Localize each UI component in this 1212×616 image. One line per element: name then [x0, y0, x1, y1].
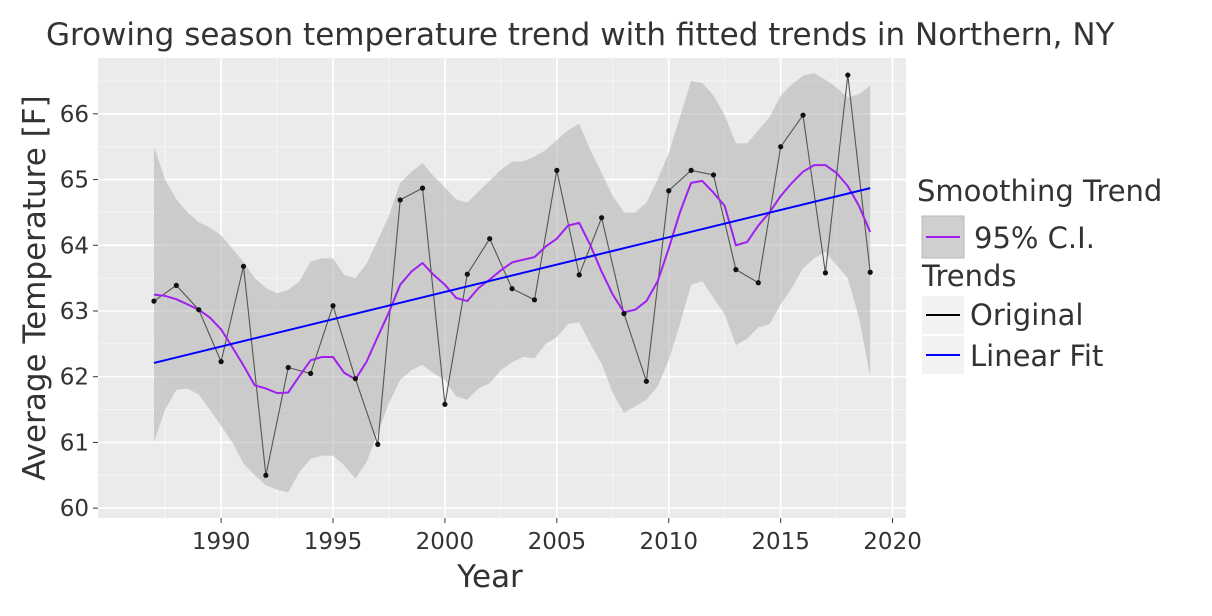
x-tick-label: 2000 [416, 529, 475, 555]
original-data-point [173, 282, 179, 288]
original-data-point [822, 270, 829, 276]
confidence-band-area [154, 73, 871, 493]
x-axis-title: Year [456, 559, 523, 595]
original-data-point [755, 280, 761, 286]
legend-title-trends: Trends [921, 259, 1016, 293]
x-tick-label: 2020 [863, 529, 922, 555]
original-data-point [531, 297, 538, 303]
x-tick-label: 1995 [304, 529, 363, 555]
legend: Smoothing Trend 95% C.I. Trends Original… [917, 174, 1162, 374]
original-data-point [778, 144, 784, 150]
original-data-point [599, 215, 605, 221]
original-data-point [688, 167, 694, 173]
legend-label-ci: 95% C.I. [974, 221, 1095, 255]
y-tick-label: 66 [60, 102, 89, 128]
original-data-point [442, 401, 448, 407]
smoothed-trend-line [153, 164, 872, 395]
y-tick-label: 64 [60, 233, 89, 259]
y-tick-label: 62 [60, 365, 89, 391]
original-data-point [666, 188, 672, 194]
y-tick-label: 60 [60, 496, 89, 522]
original-data-point [464, 271, 470, 277]
original-data-point [509, 286, 515, 292]
legend-label-linear: Linear Fit [970, 339, 1103, 373]
original-data-point [375, 441, 381, 447]
x-tick-label: 2010 [639, 529, 698, 555]
original-data-point [263, 472, 269, 478]
original-data-point [196, 307, 202, 313]
original-data-point [397, 197, 403, 203]
original-data-point [419, 185, 426, 191]
original-data-point [308, 370, 314, 377]
chart-title: Growing season temperature trend with fi… [46, 17, 1115, 53]
legend-label-original: Original [970, 298, 1083, 332]
original-data-point [151, 298, 157, 304]
original-data-point [710, 172, 717, 178]
original-data-point [845, 72, 851, 78]
original-data-point [800, 112, 806, 118]
original-data-point [330, 303, 336, 309]
axis-ticks: 1990 1995 2000 2005 2010 2015 2020 60 61 62 63 64 65… [60, 102, 922, 555]
y-axis-title: Average Temperature [F] [17, 95, 53, 480]
original-data-point [240, 263, 247, 269]
x-tick-label: 1990 [192, 529, 251, 555]
linear-fit-line [153, 187, 871, 364]
y-tick-label: 61 [60, 430, 89, 456]
data-points [151, 72, 873, 478]
original-data-point [218, 359, 224, 365]
original-data-point [554, 167, 560, 173]
original-data-point [867, 269, 873, 275]
original-data-point [733, 267, 739, 273]
original-data-point [487, 236, 493, 242]
x-tick-label: 2005 [528, 529, 587, 555]
original-data-point [285, 364, 291, 371]
original-data-point [621, 311, 627, 317]
x-tick-label: 2015 [751, 529, 810, 555]
original-data-point [352, 376, 358, 382]
y-tick-label: 63 [60, 299, 89, 325]
confidence-band [154, 73, 871, 493]
legend-title-smoothing: Smoothing Trend [917, 174, 1162, 208]
original-data-point [643, 378, 649, 384]
original-data-point [576, 272, 582, 278]
y-tick-label: 65 [60, 168, 89, 194]
